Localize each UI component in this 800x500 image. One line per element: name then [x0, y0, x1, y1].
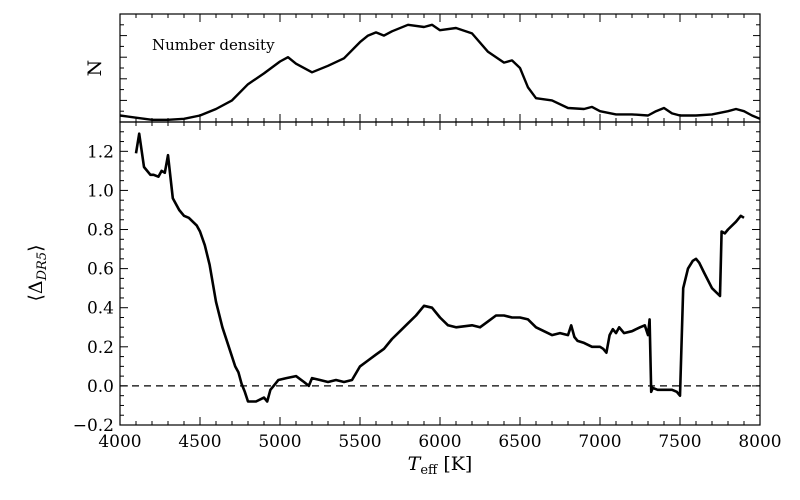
y-tick-label: 0.6: [87, 260, 114, 280]
x-tick-label: 7000: [578, 432, 621, 452]
x-tick-label: 6000: [418, 432, 461, 452]
top-panel: Number density N: [84, 13, 761, 123]
bottom-panel-ticks: [119, 121, 761, 426]
y-tick-label: 0.8: [87, 221, 114, 241]
bottom-panel: 4000 4500 5000 5500 6000 6500 7000 7500 8000 −0.…: [25, 121, 782, 478]
x-tick-label: 5500: [338, 432, 381, 452]
x-tick-label: 8000: [738, 432, 781, 452]
x-axis-label: Teff [K]: [408, 453, 473, 478]
y-tick-label: 1.0: [87, 181, 114, 201]
y-axis-label-close: ⟩: [25, 244, 47, 251]
x-axis-label-sub: eff: [420, 463, 439, 478]
y-tick-label: 0.0: [87, 377, 114, 397]
x-axis-label-unit: [K]: [437, 453, 472, 475]
x-tick-label: 4000: [98, 432, 141, 452]
number-density-line: [119, 23, 761, 122]
bottom-y-axis-label: ⟨ΔDR5⟩: [25, 244, 50, 301]
y-tick-label: 0.4: [87, 299, 114, 319]
x-axis-label-main: T: [408, 453, 422, 475]
y-axis-label-main: ⟨Δ: [25, 280, 47, 301]
bottom-panel-frame: [119, 121, 761, 426]
y-tick-label: 0.2: [87, 338, 114, 358]
x-tick-label: 6500: [498, 432, 541, 452]
y-tick-labels: −0.2 0.0 0.2 0.4 0.6 0.8 1.0 1.2: [73, 142, 114, 436]
top-panel-ticks: [119, 14, 761, 122]
y-axis-label-sub: DR5: [35, 252, 50, 281]
x-tick-labels: 4000 4500 5000 5500 6000 6500 7000 7500 8000: [98, 432, 781, 452]
delta-dr5-line: [134, 132, 745, 403]
x-tick-label: 5000: [258, 432, 301, 452]
y-tick-label: 1.2: [87, 142, 114, 162]
x-tick-label: 7500: [658, 432, 701, 452]
x-tick-label: 4500: [178, 432, 221, 452]
y-tick-label: −0.2: [73, 416, 114, 436]
top-y-axis-label: N: [84, 60, 106, 77]
number-density-annotation: Number density: [152, 36, 275, 54]
